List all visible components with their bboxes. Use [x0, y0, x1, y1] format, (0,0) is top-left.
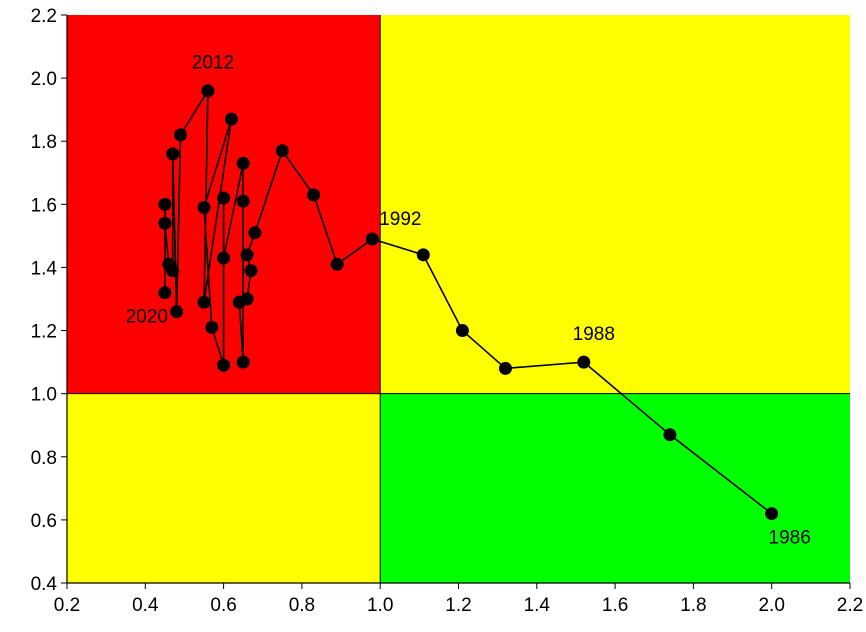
x-tick-label: 1.0 [367, 595, 393, 616]
data-point [577, 355, 591, 369]
data-point [201, 84, 215, 98]
y-tick-label: 1.0 [31, 385, 57, 406]
data-point [275, 144, 289, 158]
axes: 0.2 0.4 0.6 0.8 1.0 1.2 1.4 1.6 1.8 2.0 2.20.40.60… [31, 6, 864, 616]
data-point [158, 216, 172, 230]
data-point [166, 147, 180, 161]
data-point [236, 194, 250, 208]
data-point [217, 191, 231, 205]
x-tick-label: 0.2 [54, 595, 80, 616]
point-labels: 1986 1988 1992 2012 2020 [126, 53, 811, 549]
y-tick-label: 2.0 [31, 69, 57, 90]
data-point [217, 251, 231, 265]
y-tick-label: 0.4 [31, 574, 58, 595]
y-tick-label: 1.6 [31, 195, 57, 216]
data-point [416, 248, 430, 262]
data-point [498, 361, 512, 375]
data-point [663, 428, 677, 442]
x-tick-label: 1.6 [602, 595, 628, 616]
x-tick-label: 2.2 [837, 595, 863, 616]
quadrant-region-2 [380, 15, 850, 394]
y-tick-label: 0.8 [31, 448, 57, 469]
x-tick-label: 1.8 [680, 595, 706, 616]
data-point [162, 257, 176, 271]
data-point [197, 295, 211, 309]
data-points [158, 84, 779, 521]
data-point [455, 324, 469, 338]
x-tick-label: 0.8 [289, 595, 315, 616]
point-label: 1986 [769, 528, 811, 549]
data-point [232, 295, 246, 309]
data-point [197, 200, 211, 214]
data-point [236, 156, 250, 170]
data-point [174, 128, 188, 142]
data-point [224, 112, 238, 126]
x-tick-label: 1.2 [445, 595, 471, 616]
x-tick-label: 0.6 [210, 595, 236, 616]
data-point [365, 232, 379, 246]
point-label: 1988 [573, 324, 615, 345]
trajectory-line [164, 89, 773, 515]
data-point [307, 188, 321, 202]
point-label: 2020 [126, 307, 168, 328]
y-tick-label: 2.2 [31, 6, 57, 27]
data-point [244, 264, 258, 278]
point-label: 1992 [379, 209, 421, 230]
x-tick-label: 1.4 [524, 595, 551, 616]
data-point [765, 507, 779, 521]
data-point [170, 305, 184, 319]
y-tick-label: 1.4 [31, 258, 58, 279]
point-label: 2012 [192, 53, 234, 74]
data-point [205, 320, 219, 334]
data-point [217, 358, 231, 372]
x-tick-label: 0.4 [132, 595, 159, 616]
series-line [164, 89, 773, 515]
quadrant-regions [67, 15, 850, 583]
data-point [330, 257, 344, 271]
data-point [240, 248, 254, 262]
quadrant-region-4 [380, 393, 850, 583]
data-point [236, 355, 250, 369]
x-tick-label: 2.0 [758, 595, 784, 616]
quadrant-region-3 [67, 393, 381, 583]
y-tick-label: 0.6 [31, 511, 57, 532]
data-point [248, 226, 262, 240]
data-point [158, 197, 172, 211]
data-point [158, 286, 172, 300]
y-tick-label: 1.2 [31, 322, 57, 343]
y-tick-label: 1.8 [31, 132, 57, 153]
